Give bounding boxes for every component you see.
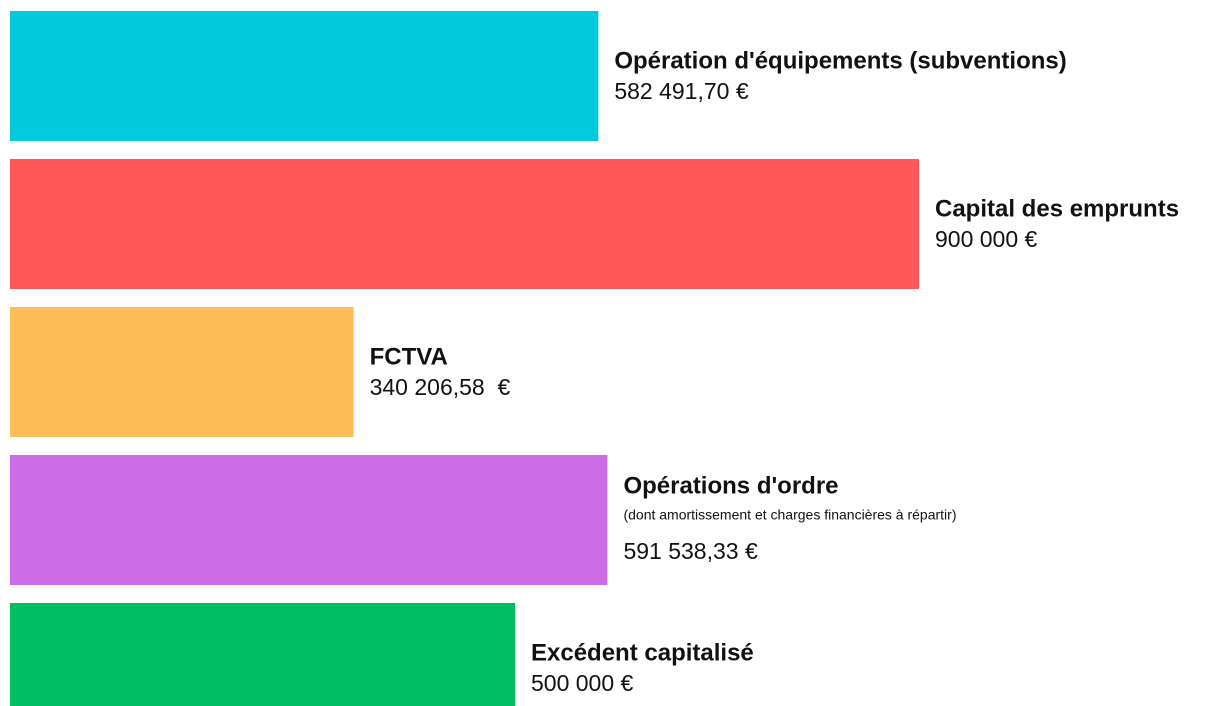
value-label: 582 491,70 € [614, 78, 749, 104]
category-label: Excédent capitalisé [531, 639, 754, 666]
bar [10, 159, 919, 289]
bar [10, 603, 515, 706]
bar [10, 307, 354, 437]
bar [10, 455, 608, 585]
value-label: 591 538,33 € [623, 538, 758, 564]
category-label: Capital des emprunts [935, 195, 1179, 222]
value-label: 340 206,58 € [370, 374, 511, 400]
category-label: FCTVA [370, 343, 448, 370]
category-label: Opérations d'ordre [623, 472, 838, 499]
value-label: 500 000 € [531, 670, 634, 696]
bar [10, 11, 599, 141]
value-label: 900 000 € [935, 226, 1038, 252]
category-label: Opération d'équipements (subventions) [614, 47, 1066, 74]
note: (dont amortissement et charges financièr… [623, 507, 956, 523]
